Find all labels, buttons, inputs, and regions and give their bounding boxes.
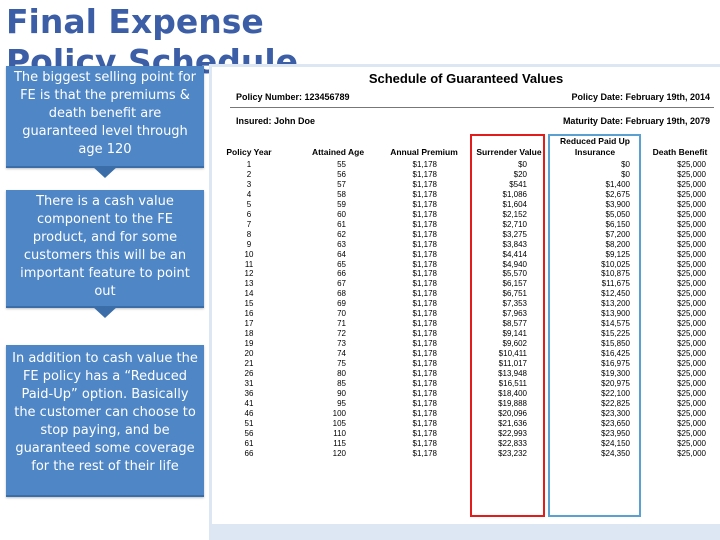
callout-pointer xyxy=(92,166,118,178)
schedule-document: Schedule of Guaranteed Values Policy Num… xyxy=(209,64,720,540)
schedule-title: Schedule of Guaranteed Values xyxy=(368,71,564,86)
document-bottom-strip xyxy=(209,524,720,540)
header-policy-year: Policy Year xyxy=(226,147,272,157)
slide-title: Final Expense Policy Schedule xyxy=(6,2,299,81)
column-attained-age: 55 56 57 58 59 60 61 62 63 64 65 66 67 6… xyxy=(332,160,346,458)
callout-reduced-paid-up: In addition to cash value the FE policy … xyxy=(6,345,204,497)
column-surrender-value: $0 $20 $541 $1,086 $1,604 $2,152 $2,710 … xyxy=(498,160,527,458)
header-death-benefit: Death Benefit xyxy=(652,147,708,157)
header-surrender-value: Surrender Value xyxy=(476,147,542,157)
callout-pointer xyxy=(92,306,118,318)
policy-number: Policy Number: 123456789 xyxy=(236,92,350,102)
column-annual-premium: $1,178 $1,178 $1,178 $1,178 $1,178 $1,17… xyxy=(412,160,437,458)
callout-text: There is a cash value component to the F… xyxy=(20,194,190,299)
column-death-benefit: $25,000 $25,000 $25,000 $25,000 $25,000 … xyxy=(677,160,706,458)
header-attained-age: Attained Age xyxy=(311,147,365,157)
policy-date: Policy Date: February 19th, 2014 xyxy=(571,92,710,102)
header-reduced-paid-up-line2: Insurance xyxy=(574,147,616,157)
callout-text: The biggest selling point for FE is that… xyxy=(13,70,197,157)
callout-text: In addition to cash value the FE policy … xyxy=(12,351,198,474)
header-divider xyxy=(230,107,714,108)
insured-name: Insured: John Doe xyxy=(236,116,316,126)
maturity-date: Maturity Date: February 19th, 2079 xyxy=(562,116,710,126)
surrender-value-highlight xyxy=(470,134,545,517)
column-reduced-paid-up: $0 $0 $1,400 $2,675 $3,900 $5,050 $6,150… xyxy=(601,160,630,458)
reduced-paid-up-highlight xyxy=(548,134,641,517)
callout-guaranteed-premiums: The biggest selling point for FE is that… xyxy=(6,66,204,178)
column-policy-year: 1 2 3 4 5 6 7 8 9 10 11 12 13 14 15 16 1… xyxy=(244,160,254,458)
header-reduced-paid-up-line1: Reduced Paid Up xyxy=(560,136,630,146)
callout-cash-value: There is a cash value component to the F… xyxy=(6,190,204,318)
header-annual-premium: Annual Premium xyxy=(390,147,458,157)
